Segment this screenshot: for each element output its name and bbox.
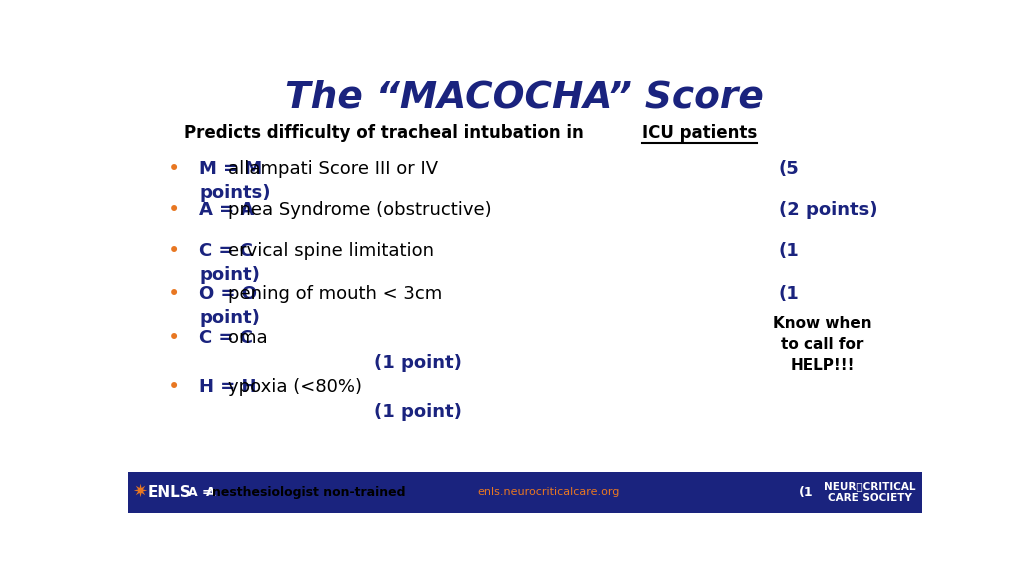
Text: O = O: O = O [200,285,257,303]
Text: Predicts difficulty of tracheal intubation in: Predicts difficulty of tracheal intubati… [183,124,589,142]
Text: (2 points): (2 points) [778,201,878,219]
Text: H = H: H = H [200,378,257,396]
Text: The “MACOCHA” Score: The “MACOCHA” Score [286,80,764,116]
Text: (1: (1 [778,242,800,260]
Text: ✷: ✷ [132,483,147,501]
Text: (5: (5 [778,160,800,178]
Text: oma: oma [228,329,267,347]
Text: point): point) [200,309,260,327]
Text: (1: (1 [799,486,813,499]
Text: ICU patients: ICU patients [642,124,758,142]
Text: Know when
to call for
HELP!!!: Know when to call for HELP!!! [773,316,871,373]
Text: M = M: M = M [200,160,263,178]
Text: •: • [168,377,180,397]
Text: •: • [168,284,180,304]
Text: ervical spine limitation: ervical spine limitation [228,242,434,260]
Text: C = C: C = C [200,242,253,260]
Text: point): point) [200,266,260,285]
Text: C = C: C = C [200,329,253,347]
Text: •: • [168,200,180,220]
Text: pnea Syndrome (obstructive): pnea Syndrome (obstructive) [228,201,492,219]
Text: nesthesiologist non-trained: nesthesiologist non-trained [212,486,406,499]
Text: (1 point): (1 point) [374,354,462,372]
Text: enls.neurocriticalcare.org: enls.neurocriticalcare.org [477,487,620,497]
Text: A = A: A = A [200,201,255,219]
Text: points): points) [200,184,271,202]
Text: •: • [168,159,180,179]
Text: A =: A = [187,486,216,499]
Text: A: A [206,486,215,499]
Text: •: • [168,328,180,348]
Bar [128,472,922,513]
Text: ypoxia (<80%): ypoxia (<80%) [228,378,362,396]
Text: allampati Score III or IV: allampati Score III or IV [228,160,438,178]
Text: ENLS: ENLS [147,485,191,500]
Text: NEURⓄCRITICAL
CARE SOCIETY: NEURⓄCRITICAL CARE SOCIETY [824,481,915,503]
Text: pening of mouth < 3cm: pening of mouth < 3cm [228,285,442,303]
Text: •: • [168,241,180,261]
Text: (1 point): (1 point) [374,403,462,420]
Text: (1: (1 [778,285,800,303]
